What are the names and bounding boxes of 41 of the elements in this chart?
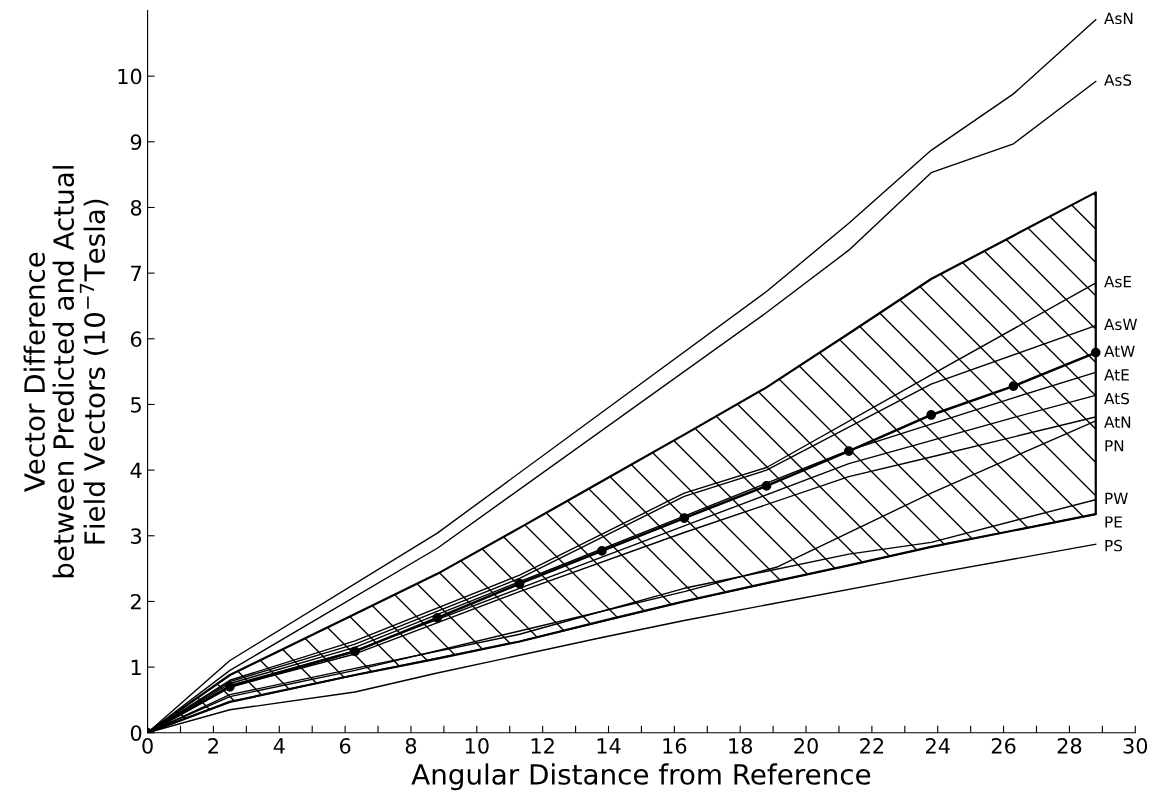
x-tick-label: 26 [991,737,1016,754]
x-tick-label: 4 [273,738,285,754]
y-tick-label: 1 [131,659,141,676]
x-tick-label: 6 [339,737,351,754]
x-tick-label: 14 [597,738,621,754]
series-label: AsW [1104,318,1138,331]
x-tick-label: 20 [794,737,818,754]
y-tick-label: 2 [130,593,141,610]
y-tick-label: 6 [130,331,142,347]
x-tick-label: 8 [405,737,417,754]
series-label: PE [1105,516,1122,528]
x-tick-label: 10 [465,737,489,754]
x-tick-label: 24 [926,737,950,754]
y-tick-label: 8 [130,199,142,216]
y-tick-label: 0 [130,725,142,741]
x-tick-label: 22 [860,737,884,754]
x-tick-label: 28 [1057,737,1082,754]
series-label: AtW [1104,345,1135,357]
series-label: PW [1105,492,1128,504]
series-label: AtS [1104,392,1130,405]
series-label: PN [1105,440,1124,452]
x-tick-label: 0 [142,737,153,754]
series-label: AsE [1104,276,1132,288]
y-tick-label: 9 [130,134,142,151]
x-axis-title: Angular Distance from Reference [411,763,871,791]
y-tick-label: 4 [130,462,142,479]
x-tick-label: 2 [208,737,218,754]
x-tick-label: 12 [531,737,554,754]
y-axis-title: Vector Difference between Predicted and Actual Field Vectors (10$^{−7}$Tesla) [23,166,109,578]
series-label: AsS [1104,74,1132,86]
x-tick-label: 18 [729,737,753,754]
y-tick-label: 10 [118,68,142,85]
y-tick-label: 7 [131,265,141,282]
y-tick-label: 5 [131,397,141,413]
series-label: AtE [1104,369,1129,381]
series-label: AsN [1104,12,1133,25]
x-tick-label: 30 [1123,737,1148,754]
series-label: AtN [1104,416,1131,428]
y-tick-label: 3 [131,528,142,544]
series-label: PS [1105,539,1123,552]
x-tick-label: 16 [663,737,687,754]
